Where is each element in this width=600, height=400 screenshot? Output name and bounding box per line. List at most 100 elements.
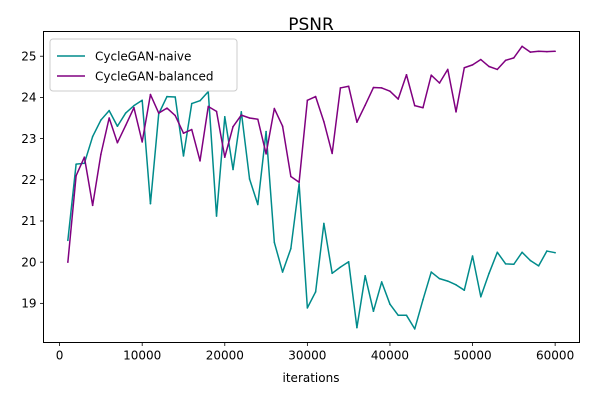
data-point-cyclegan-naive bbox=[298, 183, 300, 185]
data-point-cyclegan-naive bbox=[149, 202, 152, 205]
data-point-cyclegan-balanced bbox=[190, 128, 193, 131]
plot-frame bbox=[43, 31, 580, 343]
data-point-cyclegan-balanced bbox=[331, 152, 333, 155]
data-point-cyclegan-naive bbox=[100, 119, 102, 121]
data-point-cyclegan-balanced bbox=[91, 204, 94, 207]
data-point-cyclegan-naive bbox=[108, 109, 110, 112]
data-point-cyclegan-naive bbox=[521, 251, 523, 254]
data-point-cyclegan-balanced bbox=[133, 106, 135, 109]
data-point-cyclegan-naive bbox=[372, 310, 375, 312]
data-point-cyclegan-balanced bbox=[554, 50, 556, 53]
data-point-cyclegan-naive bbox=[331, 272, 333, 275]
data-point-cyclegan-balanced bbox=[521, 45, 523, 48]
data-point-cyclegan-naive bbox=[166, 95, 168, 98]
data-point-cyclegan-balanced bbox=[166, 107, 168, 109]
data-point-cyclegan-balanced bbox=[141, 141, 143, 143]
data-point-cyclegan-naive bbox=[248, 178, 251, 180]
data-point-cyclegan-balanced bbox=[364, 104, 366, 107]
data-point-cyclegan-naive bbox=[215, 215, 218, 217]
data-point-cyclegan-naive bbox=[273, 241, 276, 244]
y-axis: 19 20 21 22 23 24 25 bbox=[21, 49, 44, 311]
data-point-cyclegan-balanced bbox=[100, 153, 102, 156]
data-point-cyclegan-balanced bbox=[265, 153, 267, 155]
y-tick-label: 25 bbox=[21, 49, 36, 63]
series-line-cyclegan-balanced bbox=[67, 45, 556, 263]
data-point-cyclegan-naive bbox=[480, 295, 482, 298]
data-point-cyclegan-balanced bbox=[471, 64, 474, 66]
x-tick-label: 30000 bbox=[288, 349, 326, 363]
data-point-cyclegan-naive bbox=[438, 277, 441, 280]
data-point-cyclegan-naive bbox=[405, 314, 408, 317]
data-point-cyclegan-balanced bbox=[397, 98, 400, 100]
y-tick-label: 20 bbox=[21, 255, 36, 269]
data-point-cyclegan-balanced bbox=[182, 132, 185, 135]
data-point-cyclegan-balanced bbox=[75, 174, 77, 177]
data-point-cyclegan-balanced bbox=[446, 68, 449, 71]
data-point-cyclegan-balanced bbox=[323, 120, 325, 123]
data-point-cyclegan-balanced bbox=[480, 58, 482, 61]
data-point-cyclegan-naive bbox=[446, 280, 449, 282]
x-tick-label: 40000 bbox=[371, 349, 409, 363]
data-point-cyclegan-naive bbox=[430, 271, 433, 273]
x-tick-label: 20000 bbox=[206, 349, 244, 363]
data-point-cyclegan-balanced bbox=[422, 106, 424, 109]
data-point-cyclegan-naive bbox=[347, 260, 350, 263]
y-tick-label: 19 bbox=[21, 297, 36, 311]
data-point-cyclegan-balanced bbox=[463, 66, 466, 69]
data-point-cyclegan-naive bbox=[223, 115, 226, 118]
data-point-cyclegan-balanced bbox=[504, 59, 507, 62]
data-point-cyclegan-naive bbox=[513, 263, 515, 266]
data-point-cyclegan-naive bbox=[323, 222, 325, 225]
x-tick-label: 50000 bbox=[453, 349, 491, 363]
data-point-cyclegan-balanced bbox=[215, 110, 218, 113]
legend-label: CycleGAN-naive bbox=[95, 49, 191, 63]
x-tick-label: 10000 bbox=[123, 349, 161, 363]
data-point-cyclegan-balanced bbox=[83, 156, 86, 158]
data-point-cyclegan-balanced bbox=[108, 117, 110, 119]
data-point-cyclegan-naive bbox=[174, 96, 177, 98]
data-point-cyclegan-balanced bbox=[356, 121, 358, 123]
data-point-cyclegan-balanced bbox=[240, 114, 243, 116]
data-point-cyclegan-naive bbox=[397, 314, 400, 317]
data-point-cyclegan-balanced bbox=[273, 107, 276, 110]
data-point-cyclegan-naive bbox=[455, 284, 457, 286]
y-tick-label: 21 bbox=[21, 214, 36, 228]
data-point-cyclegan-naive bbox=[496, 251, 499, 254]
data-point-cyclegan-balanced bbox=[281, 125, 284, 128]
data-point-cyclegan-naive bbox=[314, 291, 317, 293]
data-point-cyclegan-balanced bbox=[223, 156, 226, 158]
legend-label: CycleGAN-balanced bbox=[95, 69, 213, 83]
data-point-cyclegan-naive bbox=[537, 265, 540, 267]
data-point-cyclegan-balanced bbox=[149, 93, 152, 96]
data-point-cyclegan-balanced bbox=[290, 175, 292, 178]
x-axis-label: iterations bbox=[283, 371, 340, 385]
legend-box bbox=[49, 38, 238, 92]
y-tick-label: 22 bbox=[21, 173, 36, 187]
data-point-cyclegan-balanced bbox=[438, 82, 441, 84]
data-point-cyclegan-balanced bbox=[124, 124, 127, 127]
data-point-cyclegan-balanced bbox=[430, 74, 433, 76]
data-point-cyclegan-balanced bbox=[405, 73, 408, 76]
data-point-cyclegan-naive bbox=[133, 104, 135, 107]
data-point-cyclegan-naive bbox=[364, 274, 366, 277]
data-point-cyclegan-naive bbox=[504, 263, 507, 265]
data-point-cyclegan-naive bbox=[141, 99, 143, 102]
data-point-cyclegan-naive bbox=[232, 168, 234, 171]
data-point-cyclegan-balanced bbox=[389, 90, 391, 93]
data-point-cyclegan-balanced bbox=[455, 111, 457, 113]
data-point-cyclegan-naive bbox=[422, 298, 424, 301]
data-point-cyclegan-balanced bbox=[529, 51, 532, 53]
data-point-cyclegan-naive bbox=[281, 271, 284, 273]
series-line-cyclegan-naive bbox=[67, 90, 556, 330]
data-point-cyclegan-balanced bbox=[116, 141, 119, 144]
data-point-cyclegan-balanced bbox=[199, 160, 201, 162]
chart-title: PSNR bbox=[288, 15, 334, 35]
data-point-cyclegan-balanced bbox=[314, 95, 317, 98]
data-point-cyclegan-balanced bbox=[488, 65, 490, 68]
data-point-cyclegan-balanced bbox=[232, 125, 234, 128]
x-axis: 0 10000 20000 30000 40000 50000 60000 bbox=[56, 342, 574, 363]
data-point-cyclegan-balanced bbox=[248, 117, 251, 119]
data-point-cyclegan-balanced bbox=[207, 105, 210, 108]
data-point-cyclegan-balanced bbox=[174, 114, 177, 117]
data-point-cyclegan-naive bbox=[546, 250, 548, 252]
